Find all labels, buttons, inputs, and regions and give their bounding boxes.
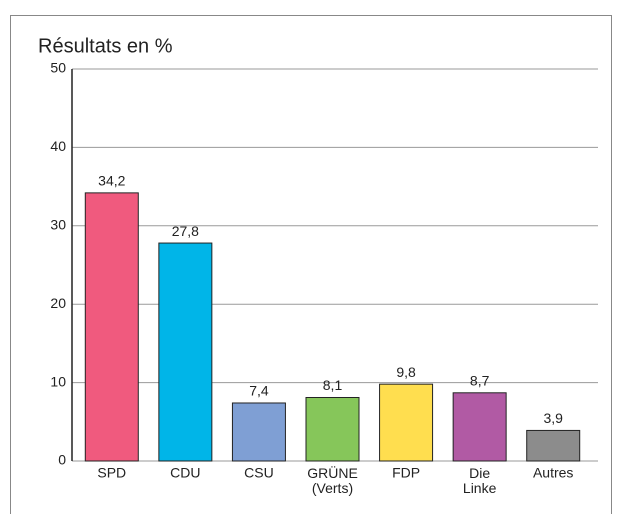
y-tick-label: 30 [50, 217, 66, 233]
y-tick-label: 10 [50, 373, 66, 389]
value-label: 27,8 [172, 223, 199, 239]
value-label: 7,4 [249, 383, 269, 399]
value-label: 34,2 [98, 173, 125, 189]
y-tick-label: 20 [50, 295, 66, 311]
x-tick-label: Autres [533, 465, 573, 481]
x-tick-label: CSU [244, 465, 274, 481]
x-tick-label: GRÜNE (Verts) [307, 464, 358, 496]
value-label: 9,8 [396, 364, 416, 380]
x-tick-label: SPD [97, 465, 126, 481]
value-label: 8,7 [470, 372, 490, 388]
bar [158, 242, 213, 462]
y-tick-label: 40 [50, 138, 66, 154]
bar [452, 392, 507, 462]
x-tick-label: Die Linke [463, 465, 497, 496]
y-tick-label: 50 [50, 60, 66, 76]
bar [379, 383, 434, 462]
value-label: 8,1 [323, 377, 343, 393]
bar [526, 429, 581, 462]
value-label: 3,9 [543, 410, 563, 426]
x-tick-label: FDP [392, 465, 420, 481]
chart-title: Résultats en % [38, 35, 173, 57]
bar [305, 396, 360, 462]
x-tick-label: CDU [170, 465, 200, 481]
bar [231, 402, 286, 462]
y-tick-label: 0 [58, 452, 66, 468]
bar [84, 192, 139, 462]
